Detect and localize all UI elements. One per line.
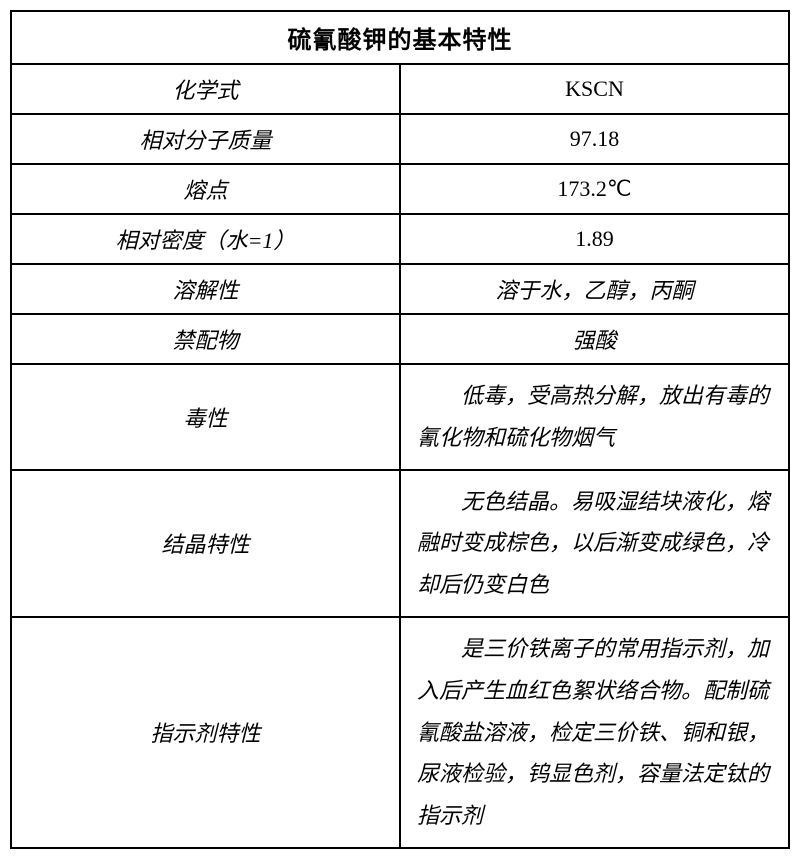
property-value: 无色结晶。易吸湿结块液化，熔融时变成棕色，以后渐变成绿色，冷却后仍变白色 [400, 470, 789, 617]
property-value: 173.2℃ [400, 164, 789, 214]
table-row: 熔点 173.2℃ [11, 164, 789, 214]
property-label: 相对分子质量 [11, 114, 400, 164]
property-label: 毒性 [11, 364, 400, 470]
table-row: 相对密度（水=1） 1.89 [11, 214, 789, 264]
table-row: 化学式 KSCN [11, 64, 789, 114]
property-label: 溶解性 [11, 264, 400, 314]
property-value: 1.89 [400, 214, 789, 264]
table-row: 禁配物 强酸 [11, 314, 789, 364]
property-value: 是三价铁离子的常用指示剂，加入后产生血红色絮状络合物。配制硫氰酸盐溶液，检定三价… [400, 617, 789, 848]
property-value: 溶于水，乙醇，丙酮 [400, 264, 789, 314]
property-value: KSCN [400, 64, 789, 114]
table-row: 结晶特性 无色结晶。易吸湿结块液化，熔融时变成棕色，以后渐变成绿色，冷却后仍变白… [11, 470, 789, 617]
property-label: 禁配物 [11, 314, 400, 364]
property-label: 相对密度（水=1） [11, 214, 400, 264]
table-title-row: 硫氰酸钾的基本特性 [11, 11, 789, 64]
property-value: 低毒，受高热分解，放出有毒的氰化物和硫化物烟气 [400, 364, 789, 470]
table-row: 指示剂特性 是三价铁离子的常用指示剂，加入后产生血红色絮状络合物。配制硫氰酸盐溶… [11, 617, 789, 848]
properties-table: 硫氰酸钾的基本特性 化学式 KSCN 相对分子质量 97.18 熔点 173.2… [10, 10, 790, 849]
property-label: 指示剂特性 [11, 617, 400, 848]
property-label: 熔点 [11, 164, 400, 214]
table-row: 溶解性 溶于水，乙醇，丙酮 [11, 264, 789, 314]
table-title: 硫氰酸钾的基本特性 [11, 11, 789, 64]
table-row: 毒性 低毒，受高热分解，放出有毒的氰化物和硫化物烟气 [11, 364, 789, 470]
property-label: 化学式 [11, 64, 400, 114]
property-value: 97.18 [400, 114, 789, 164]
table-row: 相对分子质量 97.18 [11, 114, 789, 164]
property-label: 结晶特性 [11, 470, 400, 617]
properties-table-wrapper: 硫氰酸钾的基本特性 化学式 KSCN 相对分子质量 97.18 熔点 173.2… [10, 10, 790, 849]
property-value: 强酸 [400, 314, 789, 364]
